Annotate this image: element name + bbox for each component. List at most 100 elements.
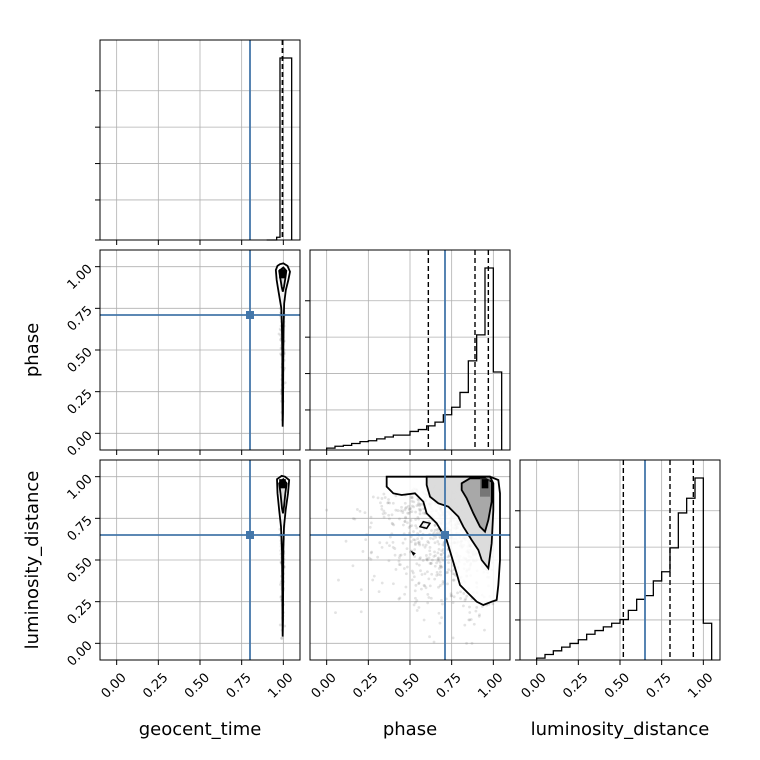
scatter-point (418, 504, 421, 508)
scatter-point (450, 594, 454, 598)
scatter-point (394, 508, 398, 512)
scatter-point (369, 515, 373, 519)
density-peak-dark (279, 269, 286, 279)
scatter-point (422, 584, 426, 587)
scatter-point (440, 616, 443, 620)
scatter-point (403, 508, 407, 512)
scatter-point (439, 573, 443, 577)
scatter-point (368, 525, 372, 529)
scatter-point (410, 569, 414, 573)
scatter-point (383, 496, 387, 499)
scatter-point (452, 595, 456, 599)
scatter-point (439, 553, 443, 556)
scatter-point (277, 332, 281, 336)
scatter-point (418, 502, 422, 506)
scatter-point (417, 563, 421, 567)
scatter-point (409, 540, 413, 544)
scatter-point (386, 501, 390, 505)
scatter-point (459, 596, 462, 600)
scatter-point (423, 584, 427, 588)
scatter-point (426, 540, 430, 543)
scatter-point (436, 531, 440, 534)
scatter-point (421, 543, 425, 547)
scatter-point (393, 547, 397, 550)
scatter-point (403, 537, 407, 541)
scatter-point (405, 547, 409, 551)
scatter-point (438, 560, 442, 564)
frame-layer (95, 39, 721, 665)
density-peak-dark (279, 479, 286, 489)
truth-marker (246, 311, 254, 319)
scatter-point (387, 498, 390, 501)
scatter-point (390, 513, 394, 517)
scatter-point (407, 512, 411, 515)
scatter-point (465, 641, 468, 645)
x-tick-label: 1.00 (685, 670, 716, 701)
scatter-point (380, 507, 384, 511)
scatter-point (353, 517, 357, 521)
scatter-point (421, 559, 425, 562)
scatter-point (416, 503, 420, 507)
scatter-point (432, 554, 436, 558)
scatter-point (440, 553, 443, 557)
x-tick-label: 1.00 (265, 670, 296, 701)
contour-island (410, 550, 416, 556)
scatter-point (437, 558, 441, 562)
scatter-point (398, 554, 402, 557)
scatter-point (398, 563, 402, 567)
scatter-point (472, 622, 476, 626)
scatter-point (425, 558, 429, 561)
scatter-point (378, 541, 382, 545)
y-tick-label: 0.50 (65, 345, 96, 376)
scatter-point (432, 640, 436, 644)
scatter-point (423, 572, 427, 576)
scatter-point (474, 609, 478, 613)
y-tick-label: 1.00 (65, 472, 96, 503)
scatter-point (412, 500, 416, 504)
scatter-point (394, 494, 398, 498)
scatter-point (437, 547, 441, 551)
scatter-point (436, 551, 440, 555)
scatter-point (447, 554, 451, 557)
scatter-point (415, 526, 419, 530)
scatter-point (437, 542, 441, 546)
contour-outer (276, 474, 291, 637)
scatter-point (397, 559, 401, 563)
scatter-point (417, 542, 421, 545)
scatter-point (403, 519, 407, 523)
scatter-point (359, 610, 363, 614)
scatter-point (386, 501, 390, 505)
scatter-point (424, 586, 428, 590)
scatter-point (422, 618, 426, 622)
scatter-point (441, 543, 445, 547)
scatter-point (438, 621, 442, 625)
scatter-point (391, 545, 395, 549)
scatter-point (369, 557, 373, 561)
x-tick-label: 1.00 (475, 670, 506, 701)
scatter-point (428, 546, 432, 549)
scatter-point (406, 511, 410, 515)
scatter-point (413, 548, 417, 551)
scatter-point (409, 507, 413, 510)
scatter-point (462, 592, 466, 595)
x-axis-label-luminosity_distance: luminosity_distance (531, 719, 710, 740)
scatter-point (439, 565, 443, 569)
y-tick-label: 0.00 (65, 428, 96, 459)
scatter-point (358, 509, 362, 513)
scatter-point (427, 596, 431, 599)
scatter-point (372, 574, 376, 578)
scatter-point (408, 510, 412, 514)
x-tick-label: 0.50 (392, 670, 423, 701)
scatter-point (435, 528, 439, 531)
scatter-point (404, 516, 408, 520)
scatter-point (417, 581, 421, 585)
scatter-point (370, 550, 374, 554)
x-tick-label: 0.25 (350, 670, 381, 701)
scatter-point (418, 543, 422, 547)
scatter-point (416, 497, 420, 501)
scatter-point (459, 590, 462, 594)
scatter-point (419, 556, 422, 560)
scatter-point (391, 540, 395, 544)
scatter-point (449, 592, 453, 596)
scatter-point (403, 553, 407, 556)
